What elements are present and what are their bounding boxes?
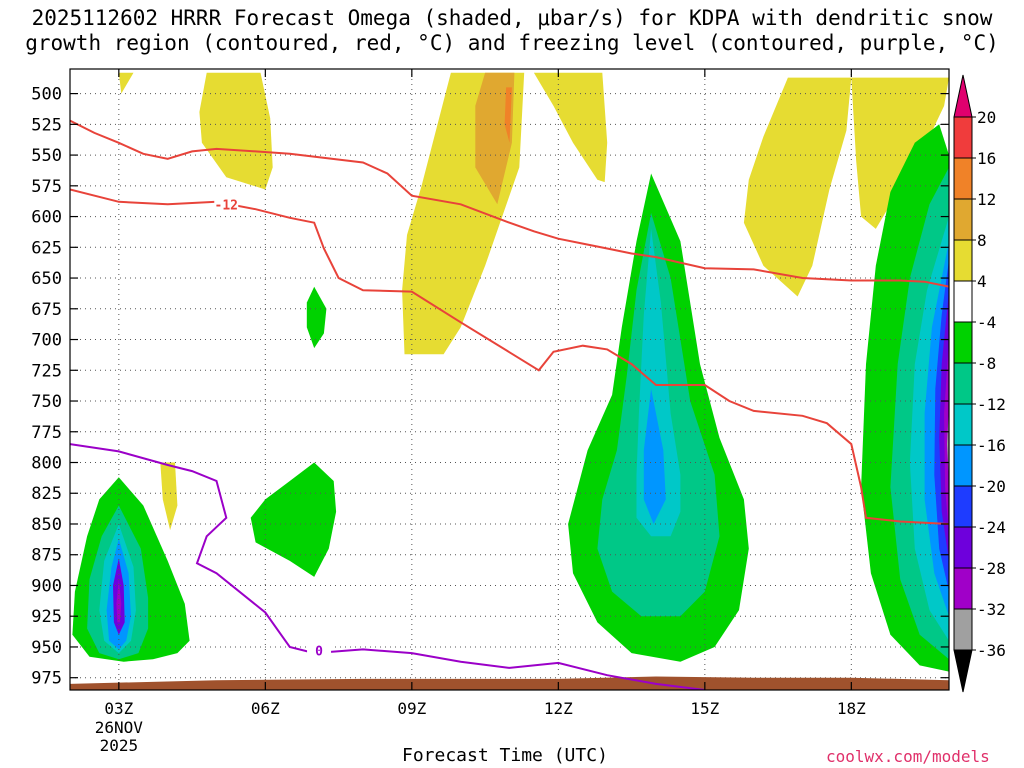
y-tick-label-675: 675 — [31, 300, 62, 320]
x-tick-date: 26NOV — [95, 718, 144, 737]
x-axis-label: Forecast Time (UTC) — [402, 745, 608, 766]
colorbar-label--4: -4 — [977, 313, 996, 332]
omega-upper-yellow-5 — [743, 77, 852, 297]
y-tick-label-525: 525 — [31, 115, 62, 135]
x-tick-label-18Z: 18Z — [837, 699, 866, 718]
title-line-1: 2025112602 HRRR Forecast Omega (shaded, … — [31, 6, 993, 30]
freezing-contour-0 — [70, 443, 705, 690]
temp-contour-0-label-bg — [214, 196, 239, 212]
colorbar-bin--20to-16 — [953, 444, 973, 487]
title-line-2: growth region (contoured, red, °C) and f… — [25, 31, 999, 55]
colorbar-label-8: 8 — [977, 231, 987, 250]
terrain-fill — [70, 676, 949, 690]
x-tick-year: 2025 — [100, 736, 139, 755]
colorbar-label--16: -16 — [977, 436, 1006, 455]
credit-text: coolwx.com/models — [826, 747, 990, 766]
colorbar: 20 16 12 8 4 -4 -8 -12 -16 -20 -24 -28 -32 -36 — [953, 74, 1006, 693]
colorbar-bin--12to-8 — [953, 362, 973, 405]
y-tick-label-800: 800 — [31, 454, 62, 474]
y-tick-label-850: 850 — [31, 515, 62, 535]
colorbar-bin-16to20 — [953, 116, 973, 159]
temp-contour-0-label: -12 — [215, 198, 238, 213]
colorbar-label-12: 12 — [977, 190, 996, 209]
colorbar-bin--8to-4 — [953, 321, 973, 364]
x-tick-label-15Z: 15Z — [690, 699, 719, 718]
y-tick-label-650: 650 — [31, 269, 62, 289]
colorbar-bin-4to8 — [953, 239, 973, 282]
temp-contour-1 — [70, 119, 949, 288]
colorbar-label--24: -24 — [977, 518, 1006, 537]
colorbar-label-4: 4 — [977, 272, 987, 291]
colorbar-top-arrow — [953, 74, 973, 118]
colorbar-label--8: -8 — [977, 354, 996, 373]
y-tick-label-875: 875 — [31, 546, 62, 566]
colorbar-bin--28to-24 — [953, 526, 973, 569]
y-tick-label-700: 700 — [31, 331, 62, 351]
colorbar-label--36: -36 — [977, 641, 1006, 660]
colorbar-bin--4to4 — [953, 280, 973, 323]
y-tick-label-500: 500 — [31, 85, 62, 105]
omega-upper-yellow-4 — [533, 72, 608, 183]
colorbar-bin-8to12 — [953, 198, 973, 241]
colorbar-bin--16to-12 — [953, 403, 973, 446]
colorbar-bin--36to-32 — [953, 608, 973, 651]
omega-low-left-magenta — [116, 579, 122, 623]
x-tick-label-03Z: 03Z — [104, 699, 133, 718]
colorbar-label--32: -32 — [977, 600, 1006, 619]
omega-right-magenta — [944, 339, 949, 537]
y-tick-label-775: 775 — [31, 423, 62, 443]
colorbar-bin--32to-28 — [953, 567, 973, 610]
colorbar-bin-12to16 — [953, 157, 973, 200]
colorbar-label--20: -20 — [977, 477, 1006, 496]
temp-contour-0 — [70, 188, 949, 525]
omega-green-small-mid — [306, 286, 327, 349]
y-tick-label-625: 625 — [31, 238, 62, 258]
omega-mid-blue — [643, 388, 666, 524]
y-tick-label-825: 825 — [31, 484, 62, 504]
y-tick-label-975: 975 — [31, 669, 62, 689]
plot-area: -12 0 — [70, 69, 949, 690]
omega-green-blob-mid — [250, 462, 337, 577]
colorbar-bottom-arrow — [953, 649, 973, 693]
x-tick-label-12Z: 12Z — [544, 699, 573, 718]
y-tick-label-950: 950 — [31, 638, 62, 658]
omega-upper-yellow-1 — [118, 72, 134, 94]
colorbar-label--12: -12 — [977, 395, 1006, 414]
freezing-contour-0-label-bg — [307, 642, 332, 658]
colorbar-label-16: 16 — [977, 149, 996, 168]
colorbar-label-20: 20 — [977, 108, 996, 127]
y-tick-label-550: 550 — [31, 146, 62, 166]
y-tick-label-900: 900 — [31, 576, 62, 596]
chart-title: 2025112602 HRRR Forecast Omega (shaded, … — [0, 6, 1024, 56]
y-tick-label-750: 750 — [31, 392, 62, 412]
x-tick-label-09Z: 09Z — [397, 699, 426, 718]
omega-low-yellow — [160, 462, 178, 531]
freezing-contour-0-label: 0 — [315, 645, 323, 660]
omega-max-orange-2 — [504, 87, 512, 143]
omega-upper-yellow-6 — [851, 77, 949, 229]
colorbar-label--28: -28 — [977, 559, 1006, 578]
y-tick-label-725: 725 — [31, 361, 62, 381]
x-tick-label-06Z: 06Z — [251, 699, 280, 718]
colorbar-bin--24to-20 — [953, 485, 973, 528]
y-tick-label-600: 600 — [31, 208, 62, 228]
omega-max-orange-1 — [475, 72, 515, 205]
y-tick-label-925: 925 — [31, 607, 62, 627]
omega-upper-yellow-2 — [199, 72, 273, 190]
y-tick-label-575: 575 — [31, 177, 62, 197]
plot-frame — [69, 68, 950, 691]
